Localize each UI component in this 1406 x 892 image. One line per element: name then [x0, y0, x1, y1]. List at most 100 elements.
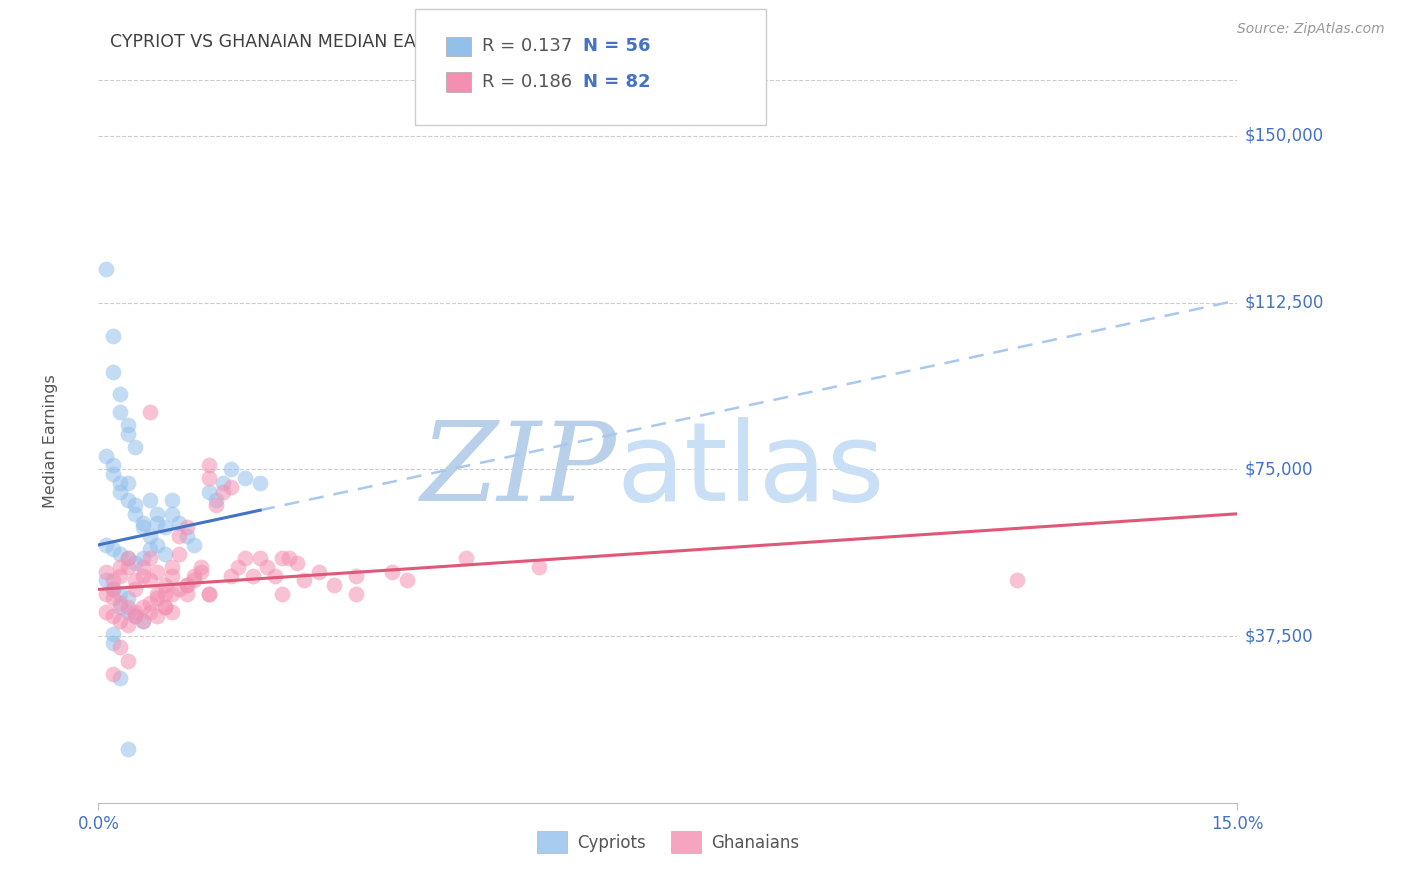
Point	[131, 560, 153, 574]
Text: R = 0.186: R = 0.186	[482, 73, 572, 91]
Point	[344, 587, 367, 601]
Point	[110, 404, 132, 418]
Point	[101, 329, 124, 343]
Point	[131, 614, 153, 628]
Point	[110, 600, 132, 615]
Point	[176, 520, 198, 534]
Point	[219, 569, 242, 583]
Point	[110, 560, 132, 574]
Point	[124, 609, 146, 624]
Point	[256, 560, 278, 574]
Point	[101, 364, 124, 378]
Point	[146, 507, 169, 521]
Point	[117, 618, 139, 632]
Text: Median Earnings: Median Earnings	[44, 375, 58, 508]
Point	[94, 605, 117, 619]
Point	[381, 565, 404, 579]
Point	[94, 449, 117, 463]
Point	[124, 498, 146, 512]
Point	[131, 600, 153, 615]
Point	[153, 578, 176, 592]
Point	[529, 560, 551, 574]
Point	[94, 538, 117, 552]
Point	[139, 404, 162, 418]
Text: CYPRIOT VS GHANAIAN MEDIAN EARNINGS CORRELATION CHART: CYPRIOT VS GHANAIAN MEDIAN EARNINGS CORR…	[110, 33, 678, 52]
Point	[124, 440, 146, 454]
Point	[242, 569, 264, 583]
Point	[292, 574, 315, 588]
Point	[131, 569, 153, 583]
Point	[139, 574, 162, 588]
Point	[139, 542, 162, 557]
Point	[101, 467, 124, 481]
Point	[167, 547, 190, 561]
Point	[153, 547, 176, 561]
Point	[110, 569, 132, 583]
Point	[219, 462, 242, 476]
Point	[190, 565, 212, 579]
Point	[160, 605, 183, 619]
Point	[110, 596, 132, 610]
Point	[235, 551, 257, 566]
Point	[94, 262, 117, 277]
Point	[146, 609, 169, 624]
Text: atlas: atlas	[617, 417, 886, 524]
Point	[117, 742, 139, 756]
Point	[153, 520, 176, 534]
Point	[176, 529, 198, 543]
Point	[197, 587, 219, 601]
Point	[110, 386, 132, 401]
Point	[101, 627, 124, 641]
Text: N = 82: N = 82	[583, 73, 651, 91]
Text: $150,000: $150,000	[1244, 127, 1324, 145]
Point	[117, 600, 139, 615]
Point	[205, 493, 228, 508]
Point	[110, 640, 132, 655]
Point	[226, 560, 249, 574]
Point	[263, 569, 285, 583]
Point	[160, 569, 183, 583]
Point	[285, 556, 308, 570]
Text: R = 0.137: R = 0.137	[482, 37, 572, 55]
Point	[101, 458, 124, 472]
Point	[94, 565, 117, 579]
Point	[190, 560, 212, 574]
Point	[110, 671, 132, 685]
Point	[139, 596, 162, 610]
Text: N = 56: N = 56	[583, 37, 651, 55]
Point	[160, 587, 183, 601]
Point	[117, 653, 139, 667]
Text: $112,500: $112,500	[1244, 293, 1324, 311]
Text: $37,500: $37,500	[1244, 627, 1313, 645]
Point	[146, 516, 169, 530]
Point	[124, 609, 146, 624]
Point	[124, 605, 146, 619]
Point	[205, 498, 228, 512]
Point	[197, 458, 219, 472]
Point	[344, 569, 367, 583]
Point	[124, 507, 146, 521]
Point	[101, 636, 124, 650]
Point	[454, 551, 477, 566]
Point	[235, 471, 257, 485]
Point	[197, 587, 219, 601]
Point	[117, 605, 139, 619]
Point	[110, 587, 132, 601]
Point	[101, 591, 124, 606]
Point	[139, 605, 162, 619]
Point	[167, 516, 190, 530]
Point	[1005, 574, 1028, 588]
Point	[146, 565, 169, 579]
Point	[131, 551, 153, 566]
Point	[183, 574, 205, 588]
Point	[117, 560, 139, 574]
Point	[212, 475, 235, 490]
Point	[160, 493, 183, 508]
Point	[110, 484, 132, 499]
Point	[146, 538, 169, 552]
Point	[176, 578, 198, 592]
Point	[117, 475, 139, 490]
Point	[94, 574, 117, 588]
Point	[146, 591, 169, 606]
Point	[153, 600, 176, 615]
